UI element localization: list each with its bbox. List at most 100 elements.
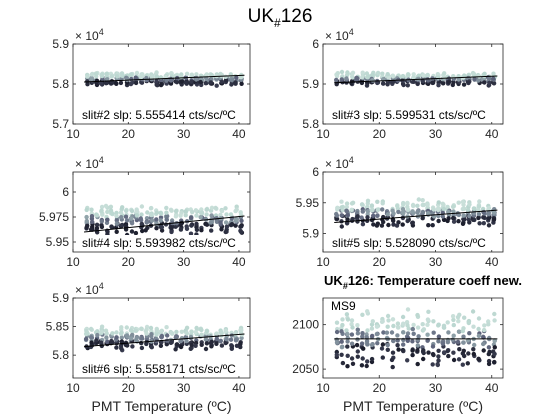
- data-point: [385, 72, 390, 77]
- data-point: [349, 79, 355, 84]
- data-point: [436, 354, 441, 359]
- data-point: [381, 330, 386, 335]
- data-point: [477, 199, 482, 204]
- data-point: [460, 199, 466, 205]
- data-point: [426, 211, 431, 216]
- data-point: [385, 324, 390, 329]
- data-point: [462, 73, 467, 78]
- data-point: [401, 330, 406, 335]
- data-point: [430, 80, 436, 85]
- data-point: [155, 83, 160, 88]
- data-point: [139, 204, 145, 209]
- data-point: [355, 323, 360, 328]
- data-point: [445, 204, 450, 210]
- data-point: [345, 344, 350, 349]
- data-point: [492, 345, 497, 350]
- data-point: [95, 332, 100, 338]
- data-point: [154, 332, 159, 337]
- data-point: [360, 356, 365, 361]
- data-point: [209, 344, 214, 349]
- data-point: [364, 83, 370, 88]
- data-point: [218, 339, 223, 344]
- data-point: [194, 227, 200, 232]
- data-point: [189, 215, 194, 220]
- data-point: [344, 76, 349, 81]
- data-point: [411, 79, 416, 85]
- data-point: [223, 206, 228, 211]
- data-point: [224, 337, 229, 342]
- x-tick-label: 10: [66, 127, 80, 141]
- x-tick-label: 10: [316, 255, 330, 269]
- data-point: [379, 346, 385, 351]
- data-point: [99, 219, 105, 224]
- data-point: [238, 341, 243, 346]
- data-point: [164, 205, 169, 211]
- data-point: [339, 345, 345, 350]
- y-tick-label: 5.8: [52, 348, 69, 362]
- data-point: [84, 218, 90, 224]
- data-point: [390, 74, 396, 79]
- data-point: [405, 204, 410, 210]
- data-point: [451, 219, 457, 224]
- data-point: [486, 361, 492, 367]
- data-point: [364, 71, 370, 76]
- data-point: [349, 341, 355, 346]
- data-point: [123, 342, 129, 348]
- data-point: [456, 77, 461, 82]
- data-point: [350, 361, 356, 366]
- data-point: [461, 213, 466, 218]
- data-point: [154, 79, 159, 84]
- data-point: [371, 222, 376, 227]
- data-point: [199, 228, 204, 233]
- data-point: [345, 339, 350, 344]
- data-point: [430, 362, 435, 367]
- data-point: [140, 228, 145, 234]
- data-point: [461, 334, 466, 339]
- data-point: [158, 210, 163, 215]
- data-point: [209, 205, 215, 210]
- data-point: [193, 330, 198, 335]
- data-point: [158, 343, 164, 348]
- data-point: [119, 346, 124, 351]
- panel-title: UK#126: Temperature coeff new.: [324, 273, 522, 291]
- data-point: [405, 218, 410, 224]
- x-tick-label: 30: [429, 381, 443, 395]
- data-point: [135, 209, 140, 215]
- data-point: [114, 81, 119, 87]
- data-point: [219, 79, 224, 84]
- panel-ms9: 2050 2100 10 20 30 40 MS9 UK#126: Temperature c…: [292, 273, 522, 414]
- data-point: [421, 73, 426, 78]
- y-tick-label: 2100: [292, 318, 319, 332]
- y-tick-label: 6: [312, 165, 319, 179]
- data-point: [467, 202, 472, 207]
- data-point: [189, 79, 194, 84]
- data-point: [420, 216, 425, 221]
- x-tick-label: 40: [485, 255, 499, 269]
- data-point: [400, 73, 406, 79]
- data-point: [114, 330, 119, 335]
- data-point: [134, 70, 140, 76]
- data-point: [456, 200, 461, 205]
- data-point: [94, 226, 100, 231]
- data-point: [339, 77, 344, 82]
- data-point: [476, 333, 482, 338]
- data-point: [400, 314, 406, 320]
- data-point: [466, 80, 471, 86]
- x-axis-label: PMT Temperature (ºC): [343, 398, 483, 414]
- scatter-points: [334, 197, 497, 229]
- data-point: [234, 343, 240, 348]
- data-point: [224, 229, 229, 234]
- data-point: [119, 330, 124, 335]
- data-point: [472, 206, 477, 211]
- data-point: [339, 213, 344, 218]
- data-point: [104, 331, 109, 336]
- data-point: [178, 227, 184, 232]
- data-point: [239, 335, 244, 341]
- data-point: [173, 335, 178, 340]
- data-point: [334, 213, 340, 218]
- data-point: [369, 326, 375, 331]
- data-point: [179, 220, 185, 226]
- data-point: [487, 335, 492, 341]
- data-point: [430, 212, 435, 217]
- data-point: [178, 339, 183, 344]
